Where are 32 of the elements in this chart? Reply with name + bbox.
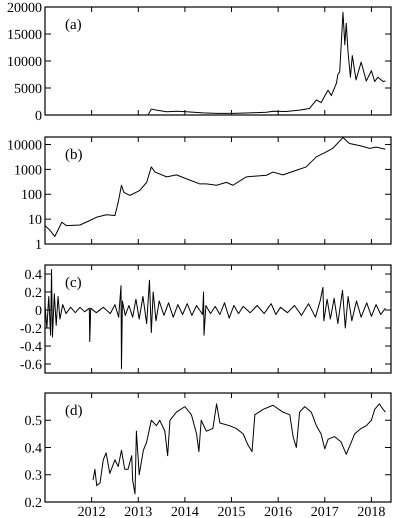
annotation: (c) bbox=[65, 275, 82, 291]
y-tick-label: 5000 bbox=[14, 82, 42, 97]
y-tick-label: 15000 bbox=[7, 28, 42, 43]
x-tick-label: 2018 bbox=[357, 505, 386, 518]
y-tick-label: 0.3 bbox=[24, 468, 42, 484]
y-tick-label: 0.2 bbox=[24, 286, 42, 301]
x-tick-label: 2013 bbox=[124, 505, 152, 518]
y-tick-label: -0.4 bbox=[20, 340, 42, 355]
y-tick-label: 10 bbox=[28, 213, 42, 228]
annotation: (b) bbox=[65, 147, 82, 163]
y-tick-label: 100 bbox=[21, 188, 42, 204]
line-series bbox=[92, 403, 386, 494]
y-tick-label: 0.2 bbox=[24, 496, 42, 511]
annotation: (d) bbox=[65, 403, 82, 419]
y-tick-label: 0 bbox=[35, 108, 42, 124]
x-tick-label: 2014 bbox=[170, 505, 199, 518]
y-tick-label: 10000 bbox=[7, 138, 42, 154]
annotation: (a) bbox=[65, 17, 82, 33]
x-tick-label: 2017 bbox=[310, 505, 339, 518]
y-tick-label: 1000 bbox=[14, 163, 42, 178]
x-tick-label: 2012 bbox=[78, 505, 106, 518]
y-tick-label: 0.4 bbox=[24, 268, 42, 283]
y-tick-label: 20000 bbox=[7, 0, 42, 16]
y-tick-label: -0.6 bbox=[20, 358, 42, 373]
y-tick-label: 0.4 bbox=[24, 441, 42, 456]
x-tick-label: 2016 bbox=[264, 505, 292, 518]
y-tick-label: 1 bbox=[35, 238, 42, 253]
y-tick-label: 10000 bbox=[7, 54, 42, 70]
x-tick-label: 2015 bbox=[218, 505, 246, 518]
y-tick-label: 0.5 bbox=[24, 414, 42, 430]
y-tick-label: -0.2 bbox=[20, 322, 42, 337]
y-tick-label: 0 bbox=[35, 304, 42, 319]
